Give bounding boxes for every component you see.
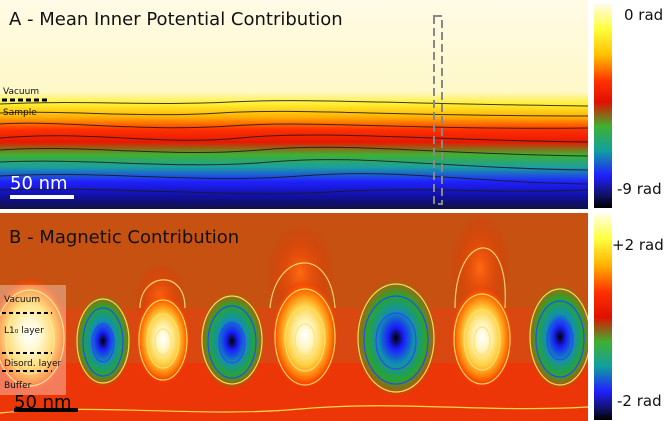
- panel-a-scale-label: 50 nm: [10, 173, 68, 194]
- panel-a-colorbar-max: 0 rad: [624, 6, 664, 24]
- domain-cool: [356, 280, 436, 396]
- vacuum-label-b: Vacuum: [4, 295, 41, 305]
- panel-b-contours: [0, 247, 588, 414]
- vacuum-label: Vacuum: [3, 87, 40, 97]
- panel-b-phase-image: [0, 213, 588, 421]
- profile-region-box: [433, 15, 443, 205]
- l10-layer-label: L1₀ layer: [4, 326, 44, 336]
- domain-cool: [200, 293, 264, 389]
- panel-b-colorbar: [594, 214, 612, 420]
- panel-a-colorbar-min: -9 rad: [617, 180, 662, 198]
- domain-warm: [0, 277, 70, 393]
- domain-warm: [271, 280, 339, 390]
- domain-cool: [528, 285, 588, 389]
- panel-a-colorbar: [594, 4, 612, 208]
- panel-a-phase-image: [0, 0, 588, 209]
- domain-warm: [450, 285, 514, 389]
- buffer-label: Buffer: [4, 381, 32, 391]
- disord-layer-label: Disord. layer: [4, 359, 62, 369]
- panel-b-colorbar-max: +2 rad: [612, 236, 664, 254]
- panel-b-magnetic-map: [0, 213, 588, 421]
- sample-label: Sample: [3, 108, 37, 118]
- panel-a-mip-map: A - Mean Inner Potential Contribution Va…: [0, 0, 588, 209]
- layer-labels-overlay: [0, 285, 66, 395]
- panel-b-scale-label: 50 nm: [14, 392, 72, 413]
- panel-a-contours: [0, 100, 588, 195]
- domain-warm: [135, 293, 191, 385]
- panel-b-colorbar-min: -2 rad: [617, 392, 662, 410]
- panel-a-title: A - Mean Inner Potential Contribution: [9, 9, 343, 30]
- panel-b-title: B - Magnetic Contribution: [9, 227, 240, 248]
